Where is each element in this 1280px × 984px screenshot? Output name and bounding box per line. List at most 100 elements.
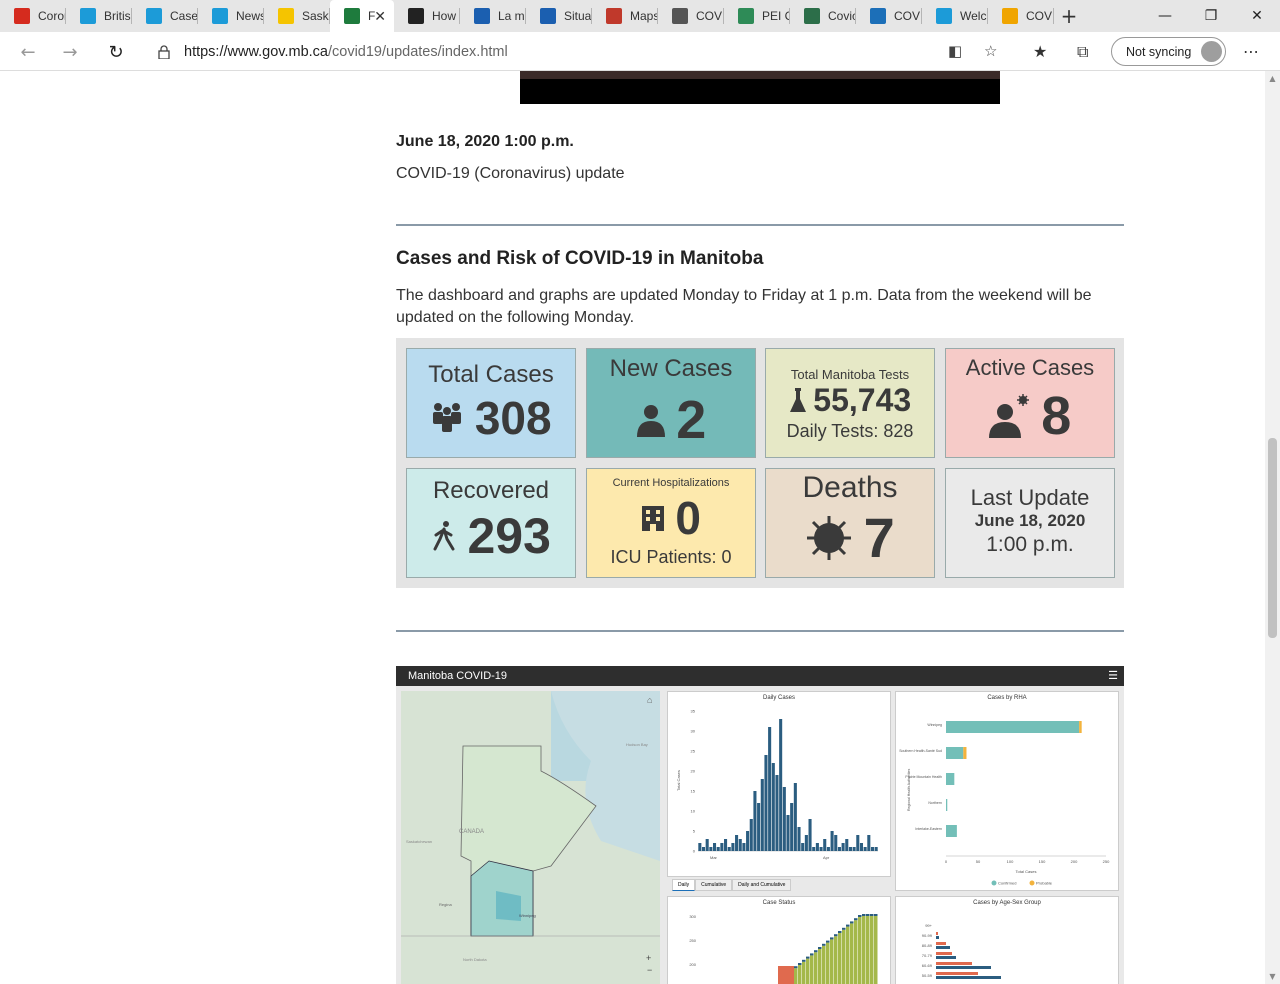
tab-strip: Coron Britis CasesNewsSaskaF✕How La maSitua… — [0, 0, 1280, 32]
y-axis-label: Total Cases — [676, 770, 681, 791]
browser-tab[interactable]: Welc — [922, 0, 988, 32]
status-bar — [826, 942, 830, 984]
status-active-bar — [778, 966, 794, 984]
read-aloud-icon[interactable]: ◧ — [948, 42, 963, 60]
tests-card: Total Manitoba Tests 55,743 Daily Tests:… — [765, 348, 935, 458]
rha-confirmed-bar — [946, 773, 955, 785]
close-window-icon[interactable]: ✕ — [1251, 8, 1263, 24]
forward-icon[interactable]: → — [62, 41, 78, 63]
status-active-cap — [870, 914, 874, 916]
age-sex-chart: 99+ 90-99 80-89 70-79 60-69 50-59 — [922, 923, 1001, 979]
hamburger-menu-icon[interactable]: ☰ — [1108, 670, 1118, 682]
status-active-cap — [866, 914, 870, 916]
embedded-dashboard[interactable]: Manitoba COVID-19 ☰ CANADA Hudson Bay Sas… — [396, 666, 1124, 984]
back-icon[interactable]: ← — [20, 41, 36, 63]
map-home-icon[interactable]: ⌂ — [647, 695, 652, 705]
daily-chart-tab[interactable]: Daily — [672, 879, 696, 891]
browser-tab[interactable]: F ✕ — [330, 0, 394, 32]
status-active-cap — [830, 937, 834, 940]
video-player[interactable] — [520, 71, 1000, 104]
browser-tab[interactable]: Covic — [790, 0, 856, 32]
browser-tab[interactable]: News — [198, 0, 264, 32]
manitoba-map[interactable]: CANADA Hudson Bay Saskatchewan Regina Wi… — [401, 691, 660, 984]
browser-tab[interactable]: COVI — [658, 0, 724, 32]
divider — [396, 224, 1124, 226]
daily-bar — [701, 847, 706, 851]
hospital-building-icon — [641, 506, 664, 531]
scrollbar-thumb[interactable] — [1268, 438, 1277, 638]
rha-category-label: Southern Health-Santé Sud — [899, 749, 942, 753]
map-label-canada: CANADA — [459, 829, 484, 835]
daily-bar — [731, 843, 735, 851]
tab-close-icon[interactable]: ✕ — [374, 7, 386, 24]
age-female-bar — [936, 962, 972, 965]
daily-bar — [779, 719, 783, 851]
divider — [396, 630, 1124, 632]
browser-tab[interactable]: PEI C — [724, 0, 790, 32]
age-group-label: 99+ — [925, 923, 932, 928]
browser-tab[interactable]: How — [394, 0, 460, 32]
age-male-bar — [936, 946, 950, 949]
age-male-bar — [936, 966, 991, 969]
browser-tab[interactable]: Situat — [526, 0, 592, 32]
tab-list: Coron Britis CasesNewsSaskaF✕How La maSitua… — [0, 0, 1054, 32]
daily-bar — [815, 843, 819, 851]
new-cases-value: 2 — [676, 390, 707, 450]
hospitalizations-value: 0 — [675, 492, 702, 544]
tab-label: Britis — [104, 9, 131, 23]
tab-favicon-icon — [936, 8, 952, 24]
browser-tab[interactable]: Saska — [264, 0, 330, 32]
zoom-in-icon[interactable]: + — [646, 953, 651, 963]
daily-bar — [856, 835, 860, 851]
total-cases-title: Total Cases — [428, 361, 554, 388]
tab-label: Welc — [960, 9, 987, 23]
recovered-card: Recovered 293 — [406, 468, 576, 578]
daily-bar — [746, 831, 750, 851]
browser-tab[interactable]: Cases — [132, 0, 198, 32]
daily-chart-tab[interactable]: Cumulative — [695, 879, 733, 891]
lock-icon — [158, 44, 170, 59]
refresh-icon[interactable]: ↻ — [108, 41, 124, 63]
dashboard-title: Manitoba COVID-19 — [408, 670, 508, 682]
status-bar — [862, 916, 866, 984]
browser-tab[interactable]: Maps — [592, 0, 658, 32]
daily-bar — [797, 827, 801, 851]
age-group-label: 50-59 — [922, 973, 933, 978]
collections-icon[interactable]: ⧉ — [1077, 42, 1089, 61]
daily-chart-tab[interactable]: Daily and Cumulative — [732, 879, 792, 891]
daily-bar — [808, 819, 812, 851]
age-female-bar — [936, 932, 938, 935]
daily-cases-panel: Daily Cases 35 30 25 20 15 10 5 0 Total Cases Mar… — [667, 691, 891, 877]
browser-tab[interactable]: COVI — [988, 0, 1054, 32]
restore-icon[interactable]: ❐ — [1204, 8, 1218, 24]
browser-tab[interactable]: La ma — [460, 0, 526, 32]
x-tick-label: 200 — [1071, 859, 1078, 864]
browser-tab[interactable]: COVI — [856, 0, 922, 32]
favorite-star-icon[interactable]: ☆ — [984, 42, 998, 60]
scroll-down-icon[interactable]: ▼ — [1269, 972, 1276, 981]
flask-icon — [789, 387, 806, 412]
browser-toolbar: ← → ↻ https://www.gov.mb.ca/covid19/upda… — [0, 32, 1280, 71]
minimize-icon[interactable]: — — [1158, 8, 1172, 24]
window-controls: — ❐ ✕ — [1142, 0, 1280, 32]
zoom-out-icon[interactable]: − — [647, 965, 652, 975]
address-bar[interactable]: https://www.gov.mb.ca/covid19/updates/in… — [144, 36, 1012, 67]
status-bar — [810, 955, 814, 984]
favorites-icon[interactable]: ★ — [1033, 42, 1048, 61]
tab-label: Maps — [630, 9, 658, 23]
vertical-scrollbar[interactable]: ▲ ▼ — [1265, 71, 1280, 984]
status-active-cap — [798, 963, 802, 965]
browser-tab[interactable]: Coron — [0, 0, 66, 32]
total-cases-card: Total Cases 308 — [406, 348, 576, 458]
status-bar — [858, 917, 862, 984]
new-tab-button[interactable]: + — [1060, 4, 1078, 28]
browser-tab[interactable]: Britis — [66, 0, 132, 32]
tab-label: Cases — [170, 9, 198, 23]
tab-label: La ma — [498, 9, 526, 23]
scroll-up-icon[interactable]: ▲ — [1269, 74, 1276, 83]
rha-panel: Cases by RHA Winnipeg Southern Health-San… — [895, 691, 1119, 891]
more-options-icon[interactable]: ⋯ — [1243, 42, 1259, 61]
tab-favicon-icon — [672, 8, 688, 24]
sync-button[interactable]: Not syncing — [1111, 37, 1226, 66]
section-description: The dashboard and graphs are updated Mon… — [396, 287, 1092, 326]
